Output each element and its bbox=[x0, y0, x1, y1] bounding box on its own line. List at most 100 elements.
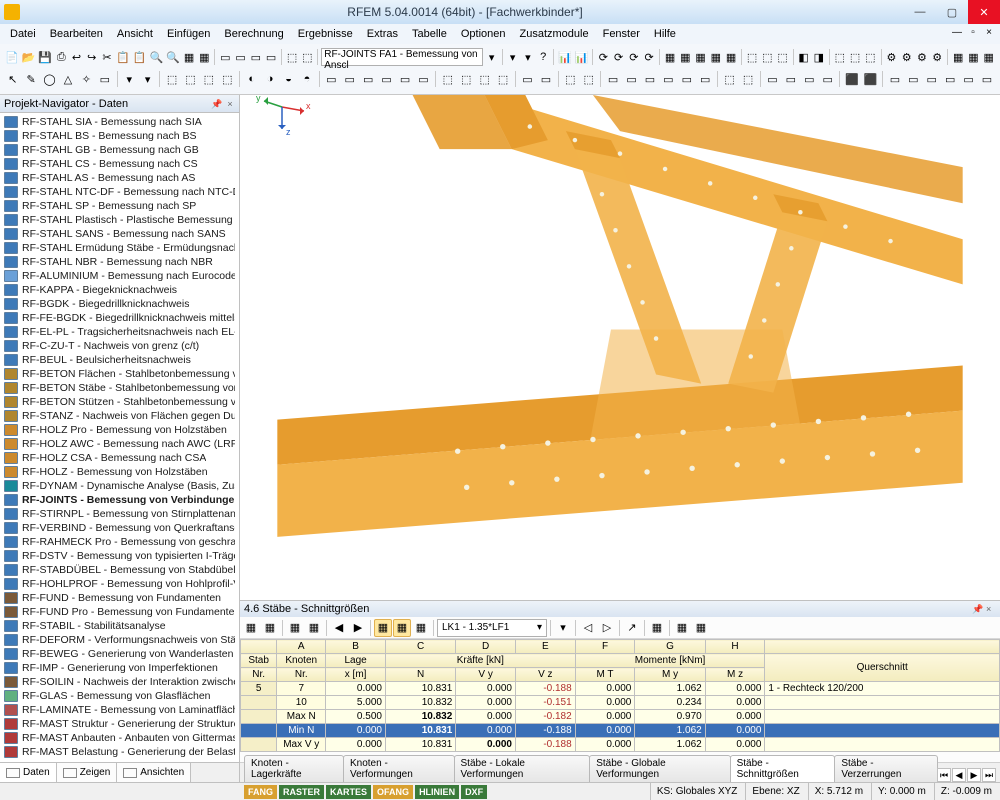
results-grid-wrap[interactable]: ABCDEFGHStabKnotenLageKräfte [kN]Momente… bbox=[240, 639, 1000, 762]
navigator-close-icon[interactable]: × bbox=[225, 99, 235, 109]
toolbar-button[interactable]: ▦ bbox=[182, 48, 196, 66]
panel-button[interactable]: ▦ bbox=[261, 619, 279, 637]
panel-button[interactable]: ▶ bbox=[349, 619, 367, 637]
toolbar-button[interactable]: ⚙ bbox=[900, 48, 914, 66]
toolbar-button[interactable]: ⬚ bbox=[580, 70, 597, 88]
toolbar-combo-dropdown[interactable]: ▾ bbox=[484, 48, 498, 66]
toolbar-button[interactable]: ▦ bbox=[951, 48, 965, 66]
panel-button[interactable]: ▦ bbox=[412, 619, 430, 637]
toolbar-button[interactable]: ⟳ bbox=[611, 48, 625, 66]
toolbar-button[interactable]: 📄 bbox=[4, 48, 20, 66]
toolbar-button[interactable]: ◓ bbox=[298, 70, 315, 88]
toolbar-button[interactable]: ✂ bbox=[100, 48, 114, 66]
menu-ergebnisse[interactable]: Ergebnisse bbox=[292, 28, 359, 40]
toolbar-button[interactable]: ▦ bbox=[693, 48, 707, 66]
toolbar-button[interactable]: ▭ bbox=[604, 70, 621, 88]
results-grid[interactable]: ABCDEFGHStabKnotenLageKräfte [kN]Momente… bbox=[240, 639, 1000, 752]
navigator-item[interactable]: RF-DEFORM - Verformungsnachweis von Stäb… bbox=[0, 633, 239, 647]
status-toggle-kartes[interactable]: KARTES bbox=[326, 785, 371, 799]
toolbar-button[interactable]: ⬚ bbox=[458, 70, 475, 88]
menu-tabelle[interactable]: Tabelle bbox=[406, 28, 453, 40]
navigator-item[interactable]: RF-STAHL GB - Bemessung nach GB bbox=[0, 143, 239, 157]
panel-tab[interactable]: Stäbe - Schnittgrößen bbox=[730, 755, 836, 782]
toolbar-button[interactable]: ▾ bbox=[121, 70, 138, 88]
navigator-item[interactable]: RF-STAHL NTC-DF - Bemessung nach NTC-DF bbox=[0, 185, 239, 199]
navigator-item[interactable]: RF-FE-BGDK - Biegedrillknicknachweis mit… bbox=[0, 311, 239, 325]
navigator-item[interactable]: RF-DYNAM - Dynamische Analyse (Basis, Zu… bbox=[0, 479, 239, 493]
toolbar-button[interactable]: 💾 bbox=[37, 48, 53, 66]
toolbar-button[interactable]: ◧ bbox=[796, 48, 810, 66]
navigator-item[interactable]: RF-FUND - Bemessung von Fundamenten bbox=[0, 591, 239, 605]
panel-button[interactable]: ◀ bbox=[330, 619, 348, 637]
toolbar-button[interactable]: ⬛ bbox=[843, 70, 860, 88]
toolbar-button[interactable]: ◐ bbox=[243, 70, 260, 88]
navigator-item[interactable]: RF-HOLZ CSA - Bemessung nach CSA bbox=[0, 451, 239, 465]
toolbar-button[interactable]: ↪ bbox=[85, 48, 99, 66]
panel-button[interactable]: ▦ bbox=[286, 619, 304, 637]
mdi-max-icon[interactable]: ▫ bbox=[966, 27, 980, 41]
toolbar-button[interactable]: ⟳ bbox=[642, 48, 656, 66]
navigator-item[interactable]: RF-STAHL AS - Bemessung nach AS bbox=[0, 171, 239, 185]
toolbar-button[interactable]: ▭ bbox=[941, 70, 958, 88]
navigator-item[interactable]: RF-C-ZU-T - Nachweis von grenz (c/t) bbox=[0, 339, 239, 353]
status-toggle-dxf[interactable]: DXF bbox=[461, 785, 487, 799]
navigator-item[interactable]: RF-STIRNPL - Bemessung von Stirnplattena… bbox=[0, 507, 239, 521]
navigator-item[interactable]: RF-VERBIND - Bemessung von Querkraftansc… bbox=[0, 521, 239, 535]
navigator-item[interactable]: RF-STABIL - Stabilitätsanalyse bbox=[0, 619, 239, 633]
toolbar-button[interactable]: ▦ bbox=[197, 48, 211, 66]
panel-tab-nav[interactable]: ⏭ bbox=[982, 768, 996, 782]
toolbar-button[interactable]: ◨ bbox=[812, 48, 826, 66]
close-button[interactable]: ✕ bbox=[968, 0, 1000, 24]
minimize-button[interactable]: — bbox=[904, 0, 936, 24]
navigator-item[interactable]: RF-BEWEG - Generierung von Wanderlasten … bbox=[0, 647, 239, 661]
navigator-item[interactable]: RF-RAHMECK Pro - Bemessung von geschraub… bbox=[0, 535, 239, 549]
toolbar-button[interactable]: ▦ bbox=[678, 48, 692, 66]
toolbar-button[interactable]: ⚙ bbox=[915, 48, 929, 66]
status-toggle-hlinien[interactable]: HLINIEN bbox=[415, 785, 459, 799]
navigator-item[interactable]: RF-STAHL SP - Bemessung nach SP bbox=[0, 199, 239, 213]
navigator-item[interactable]: RF-BGDK - Biegedrillknicknachweis bbox=[0, 297, 239, 311]
toolbar-button[interactable]: ⬚ bbox=[562, 70, 579, 88]
loadcase-combo[interactable]: LK1 - 1.35*LF1▾ bbox=[437, 619, 547, 637]
toolbar-button[interactable]: ▭ bbox=[249, 48, 263, 66]
navigator-item[interactable]: RF-HOLZ - Bemessung von Holzstäben bbox=[0, 465, 239, 479]
panel-tab-nav[interactable]: ◀ bbox=[952, 768, 966, 782]
toolbar-button[interactable]: ⬚ bbox=[863, 48, 877, 66]
3d-viewport[interactable]: xyz bbox=[240, 95, 1000, 600]
panel-tab[interactable]: Knoten - Lagerkräfte bbox=[244, 755, 344, 782]
toolbar-button[interactable]: ▭ bbox=[886, 70, 903, 88]
toolbar-button[interactable]: 🔍 bbox=[165, 48, 181, 66]
toolbar-button[interactable]: ◯ bbox=[41, 70, 58, 88]
toolbar-button[interactable]: ▭ bbox=[905, 70, 922, 88]
toolbar-button[interactable]: 📋 bbox=[115, 48, 131, 66]
toolbar-button[interactable]: ▭ bbox=[660, 70, 677, 88]
toolbar-button[interactable]: ▦ bbox=[966, 48, 980, 66]
toolbar-button[interactable]: ⬚ bbox=[439, 70, 456, 88]
toolbar-button[interactable]: ⚙ bbox=[930, 48, 944, 66]
navigator-item[interactable]: RF-BETON Stäbe - Stahlbetonbemessung von… bbox=[0, 381, 239, 395]
toolbar-button[interactable]: ? bbox=[536, 48, 550, 66]
navigator-item[interactable]: RF-STAHL NBR - Bemessung nach NBR bbox=[0, 255, 239, 269]
menu-optionen[interactable]: Optionen bbox=[455, 28, 512, 40]
navigator-item[interactable]: RF-LAMINATE - Bemessung von Laminatfläch… bbox=[0, 703, 239, 717]
toolbar-button[interactable]: 📂 bbox=[21, 48, 37, 66]
toolbar-button[interactable]: ▾ bbox=[139, 70, 156, 88]
nav-tab-zeigen[interactable]: Zeigen bbox=[57, 763, 118, 782]
toolbar-button[interactable]: ⬚ bbox=[300, 48, 314, 66]
panel-close-icon[interactable]: × bbox=[986, 604, 996, 614]
toolbar-button[interactable]: ◑ bbox=[261, 70, 278, 88]
toolbar-button[interactable]: ▭ bbox=[96, 70, 113, 88]
navigator-item[interactable]: RF-STAHL Plastisch - Plastische Bemessun… bbox=[0, 213, 239, 227]
toolbar-button[interactable]: 📋 bbox=[132, 48, 148, 66]
navigator-item[interactable]: RF-STAHL SIA - Bemessung nach SIA bbox=[0, 115, 239, 129]
toolbar-button[interactable]: ⬚ bbox=[163, 70, 180, 88]
menu-hilfe[interactable]: Hilfe bbox=[648, 28, 682, 40]
panel-tab[interactable]: Stäbe - Globale Verformungen bbox=[589, 755, 730, 782]
toolbar-button[interactable]: ▾ bbox=[521, 48, 535, 66]
toolbar-button[interactable]: ✧ bbox=[78, 70, 95, 88]
navigator-item[interactable]: RF-KAPPA - Biegeknicknachweis bbox=[0, 283, 239, 297]
navigator-item[interactable]: RF-SOILIN - Nachweis der Interaktion zwi… bbox=[0, 675, 239, 689]
navigator-item[interactable]: RF-MAST Struktur - Generierung der Struk… bbox=[0, 717, 239, 731]
toolbar-button[interactable]: 🔍 bbox=[149, 48, 165, 66]
navigator-item[interactable]: RF-JOINTS - Bemessung von Verbindungen bbox=[0, 493, 239, 507]
